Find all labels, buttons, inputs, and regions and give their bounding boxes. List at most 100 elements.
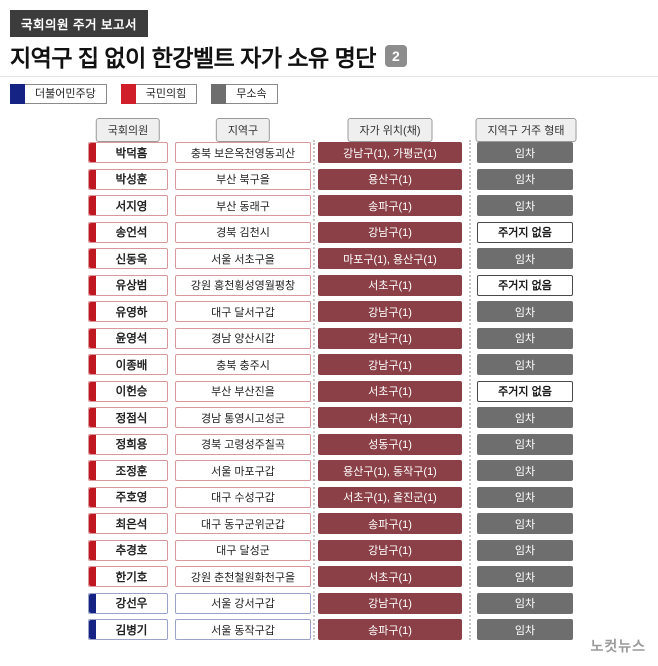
home-location: 서초구(1) [318,380,462,402]
member-name-box: 김병기 [88,619,168,640]
member-name: 김병기 [115,624,148,637]
residence-type: 임차 [477,195,573,216]
residence-type: 임차 [477,248,573,269]
district: 경북 김천시 [175,221,311,243]
members-table: 박덕흠 충북 보은옥천영동괴산 강남구(1), 가평군(1) 임차 박성훈 부산 북구을 용… [0,140,658,652]
column-header: 지역구 [215,118,271,142]
member-name: 이헌승 [115,386,148,398]
page-title: 지역구 집 없이 한강벨트 자가 소유 명단 [10,45,376,71]
member-name-box: 최은석 [88,513,168,534]
party-indicator [89,434,96,454]
home-location: 송파구(1) [318,195,462,216]
district: 서울 서초구을 [175,248,311,269]
member-name-box: 윤영석 [88,327,168,349]
report-badge: 국회의원 주거 보고서 [10,10,148,37]
party-color-swatch [10,84,25,104]
district: 대구 달서구갑 [175,301,311,322]
residence-type: 임차 [477,619,573,640]
district: 서울 강서구갑 [175,592,311,614]
district: 서울 동작구갑 [175,619,311,640]
party-indicator [89,620,96,639]
home-location: 강남구(1) [318,301,462,322]
table-row: 신동욱 서울 서초구을 마포구(1), 용산구(1) 임차 [0,248,658,269]
home-location: 송파구(1) [318,513,462,534]
member-name-box: 정점식 [88,407,168,428]
district: 충북 보은옥천영동괴산 [175,142,311,163]
party-legend: 더불어민주당 국민의힘 무소속 [10,84,278,104]
member-name: 박성훈 [115,174,148,186]
table-row: 최은석 대구 동구군위군갑 송파구(1) 임차 [0,513,658,534]
party-indicator [89,408,96,427]
column-divider [313,140,315,640]
divider [0,76,658,77]
column-header: 자가 위치(채) [347,118,433,142]
member-name-box: 서지영 [88,195,168,216]
table-row: 추경호 대구 달성군 강남구(1) 임차 [0,539,658,561]
district: 부산 북구을 [175,168,311,190]
legend-item: 국민의힘 [120,84,198,104]
party-indicator [89,487,96,507]
home-location: 서초구(1) [318,566,462,587]
member-name-box: 송언석 [88,221,168,243]
home-location: 강남구(1), 가평군(1) [318,142,462,163]
member-name-box: 신동욱 [88,248,168,269]
legend-item: 무소속 [211,84,278,104]
party-indicator [89,461,96,480]
party-color-swatch [120,84,136,104]
member-name: 유상범 [115,280,148,292]
member-name-box: 유영하 [88,301,168,322]
party-color-swatch [211,84,227,104]
residence-type: 임차 [477,566,573,587]
member-name: 정희용 [115,439,148,451]
column-header: 국회의원 [95,118,161,142]
table-row: 서지영 부산 동래구 송파구(1) 임차 [0,195,658,216]
residence-type: 임차 [477,486,573,508]
residence-type: 주거지 없음 [477,380,573,402]
residence-type: 임차 [477,513,573,534]
table-row: 유상범 강원 홍천횡성영월평창 서초구(1) 주거지 없음 [0,274,658,296]
home-location: 마포구(1), 용산구(1) [318,248,462,269]
table-row: 이종배 충북 충주시 강남구(1) 임차 [0,354,658,375]
home-location: 강남구(1) [318,592,462,614]
table-row: 주호영 대구 수성구갑 서초구(1), 울진군(1) 임차 [0,486,658,508]
member-name-box: 강선우 [88,592,168,614]
home-location: 송파구(1) [318,619,462,640]
residence-type: 임차 [477,168,573,190]
member-name-box: 추경호 [88,539,168,561]
member-name-box: 이헌승 [88,380,168,402]
home-location: 강남구(1) [318,221,462,243]
residence-type: 임차 [477,407,573,428]
member-name: 유영하 [115,306,148,319]
party-indicator [89,514,96,533]
party-indicator [89,540,96,560]
party-indicator [89,593,96,613]
table-row: 박덕흠 충북 보은옥천영동괴산 강남구(1), 가평군(1) 임차 [0,142,658,163]
residence-type: 임차 [477,592,573,614]
district: 강원 홍천횡성영월평창 [175,274,311,296]
party-indicator [89,567,96,586]
district: 대구 동구군위군갑 [175,513,311,534]
member-name-box: 정희용 [88,433,168,455]
district: 부산 동래구 [175,195,311,216]
party-indicator [89,381,96,401]
district: 강원 춘천철원화천구을 [175,566,311,587]
residence-type: 임차 [477,327,573,349]
table-row: 정점식 경남 통영시고성군 서초구(1) 임차 [0,407,658,428]
member-name-box: 한기호 [88,566,168,587]
legend-label: 무소속 [226,84,278,104]
member-name: 추경호 [115,545,148,557]
party-indicator [89,302,96,321]
member-name-box: 박성훈 [88,168,168,190]
district: 서울 마포구갑 [175,460,311,481]
table-row: 윤영석 경남 양산시갑 강남구(1) 임차 [0,327,658,349]
home-location: 강남구(1) [318,327,462,349]
title-row: 지역구 집 없이 한강벨트 자가 소유 명단 2 [10,39,407,73]
party-indicator [89,249,96,268]
member-name: 송언석 [115,227,148,239]
party-indicator [89,222,96,242]
district: 부산 부산진을 [175,380,311,402]
member-name-box: 이종배 [88,354,168,375]
member-name: 최은석 [115,518,148,531]
member-name: 한기호 [115,571,148,584]
